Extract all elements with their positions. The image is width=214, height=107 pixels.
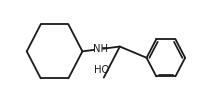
- Text: NH: NH: [93, 44, 108, 54]
- Text: HO: HO: [94, 65, 109, 75]
